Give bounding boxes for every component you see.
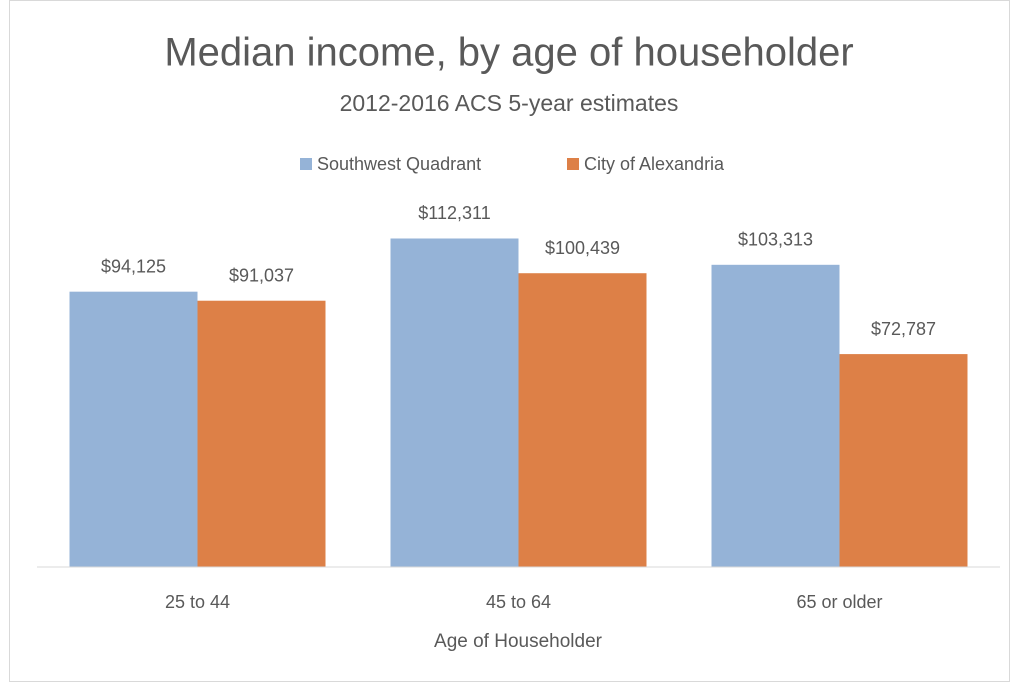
legend-label: City of Alexandria xyxy=(584,154,725,174)
x-axis-title: Age of Householder xyxy=(434,631,603,652)
bar xyxy=(69,291,198,567)
legend-label: Southwest Quadrant xyxy=(317,154,481,174)
legend-swatch xyxy=(300,158,312,170)
bar xyxy=(711,264,840,567)
legend-swatch xyxy=(567,158,579,170)
data-label: $72,787 xyxy=(871,319,936,339)
x-tick-label: 25 to 44 xyxy=(165,592,230,612)
data-label: $112,311 xyxy=(418,203,490,223)
data-label: $91,037 xyxy=(229,265,294,285)
chart-subtitle: 2012-2016 ACS 5-year estimates xyxy=(340,90,679,116)
bar xyxy=(839,354,968,567)
data-label: $103,313 xyxy=(738,230,813,250)
chart-title: Median income, by age of householder xyxy=(164,31,853,75)
x-tick-label: 65 or older xyxy=(796,592,882,612)
data-label: $94,125 xyxy=(101,256,166,276)
bar xyxy=(518,273,647,567)
bar xyxy=(197,300,326,567)
data-label: $100,439 xyxy=(545,238,620,258)
bar xyxy=(390,238,519,567)
x-tick-label: 45 to 64 xyxy=(486,592,551,612)
